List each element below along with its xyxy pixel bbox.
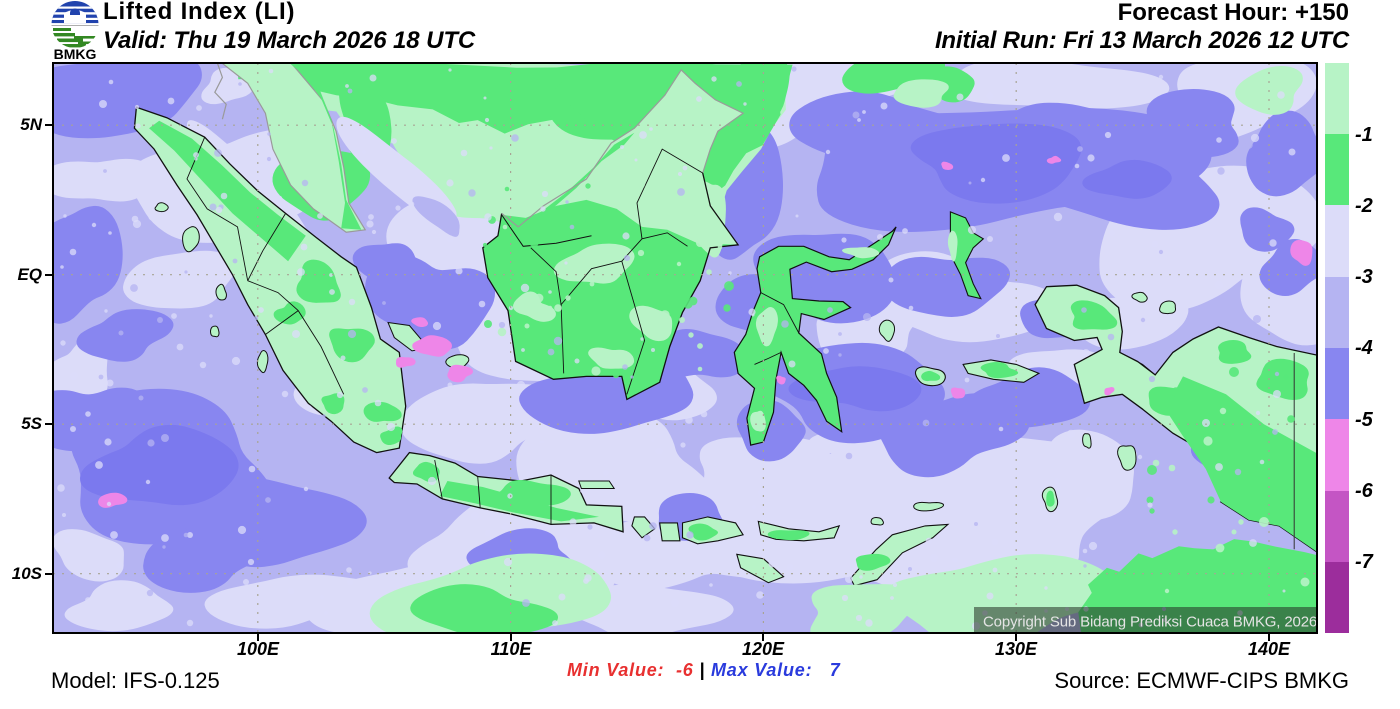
- svg-text:BMKG: BMKG: [54, 46, 97, 62]
- svg-text:Copyright Sub Bidang Prediksi: Copyright Sub Bidang Prediksi Cuaca BMKG…: [983, 614, 1317, 631]
